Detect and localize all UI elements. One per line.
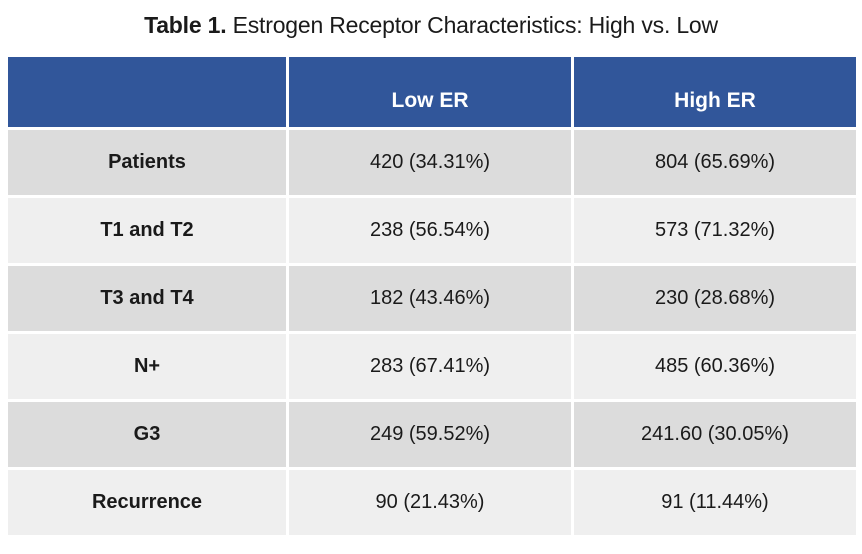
header-cell-empty (8, 57, 286, 127)
cell-recurrence-low-er: 90 (21.43%) (289, 470, 571, 535)
cell-n-plus-low-er: 283 (67.41%) (289, 334, 571, 399)
cell-t3-t4-low-er: 182 (43.46%) (289, 266, 571, 331)
cell-g3-low-er: 249 (59.52%) (289, 402, 571, 467)
er-characteristics-table: Low ER High ER Patients 420 (34.31%) 804… (8, 57, 856, 535)
cell-g3-high-er: 241.60 (30.05%) (574, 402, 856, 467)
table-caption-number: Table 1. (144, 12, 227, 38)
cell-t1-t2-low-er: 238 (56.54%) (289, 198, 571, 263)
row-label-t1-t2: T1 and T2 (8, 198, 286, 263)
cell-recurrence-high-er: 91 (11.44%) (574, 470, 856, 535)
row-label-n-plus: N+ (8, 334, 286, 399)
header-cell-low-er: Low ER (289, 57, 571, 127)
cell-t1-t2-high-er: 573 (71.32%) (574, 198, 856, 263)
table-caption-text: Estrogen Receptor Characteristics: High … (226, 12, 719, 38)
cell-patients-high-er: 804 (65.69%) (574, 130, 856, 195)
cell-n-plus-high-er: 485 (60.36%) (574, 334, 856, 399)
row-label-t3-t4: T3 and T4 (8, 266, 286, 331)
row-label-patients: Patients (8, 130, 286, 195)
row-label-recurrence: Recurrence (8, 470, 286, 535)
row-label-g3: G3 (8, 402, 286, 467)
cell-t3-t4-high-er: 230 (28.68%) (574, 266, 856, 331)
table-caption: Table 1. Estrogen Receptor Characteristi… (0, 12, 862, 39)
header-cell-high-er: High ER (574, 57, 856, 127)
cell-patients-low-er: 420 (34.31%) (289, 130, 571, 195)
